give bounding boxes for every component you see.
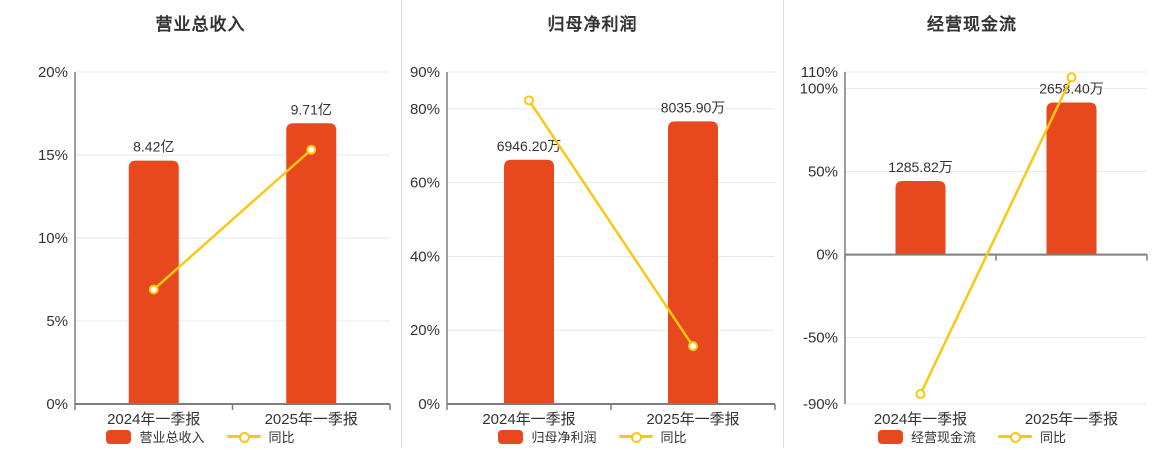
y-tick-label: -50%: [803, 330, 838, 347]
bar-value-label: 9.71亿: [291, 101, 332, 117]
chart-title-net-profit: 归母净利润: [547, 15, 638, 34]
y-tick-label: 20%: [38, 64, 68, 81]
yoy-point: [524, 95, 534, 106]
chart-legend-revenue: 营业总收入 同比: [0, 427, 401, 446]
y-tick-label: 40%: [410, 248, 440, 265]
bar-value-label: 8035.90万: [661, 99, 726, 115]
legend-item-bar[interactable]: 经营现金流: [877, 427, 976, 446]
chart-legend-cash-flow: 经营现金流 同比: [784, 427, 1160, 446]
y-tick-label: 10%: [38, 230, 68, 247]
yoy-line: [152, 148, 313, 291]
chart-panel-revenue: 营业总收入 0% 5% 10% 15% 20% 8.42亿 9.71亿 2024年一季报 202…: [0, 0, 401, 450]
x-category-label: 2024年一季报: [482, 411, 575, 428]
y-tick-label: 0%: [418, 396, 440, 413]
y-tick-label: -90%: [803, 396, 838, 413]
yoy-point: [915, 389, 926, 400]
legend-yoy-label: 同比: [1040, 430, 1067, 445]
y-tick-label: 50%: [808, 164, 838, 181]
x-category-label: 2025年一季报: [646, 411, 739, 428]
yoy-line: [527, 99, 695, 347]
yoy-point: [306, 144, 317, 155]
legend-yoy-label: 同比: [660, 430, 687, 445]
y-tick-label: 90%: [410, 64, 440, 81]
y-tick-label: 15%: [38, 147, 68, 164]
yoy-point: [1066, 72, 1077, 83]
y-tick-label: 20%: [410, 322, 440, 339]
chart-panel-cash-flow: 经营现金流 -90% -50% 0% 50% 100% 110% 1285.82万 2658.…: [784, 0, 1160, 450]
yoy-line: [919, 76, 1073, 395]
y-tick-label: 60%: [410, 175, 440, 192]
bar-value-label: 6946.20万: [497, 138, 562, 154]
bar-value-label: 1285.82万: [888, 159, 953, 175]
bar-2025年一季报: [286, 123, 337, 404]
y-tick-label: 110%: [801, 64, 838, 81]
bar-swatch-icon: [498, 429, 524, 444]
legend-item-bar[interactable]: 归母净利润: [498, 427, 597, 446]
y-tick-label: 80%: [410, 101, 440, 118]
chart-panel-net-profit: 归母净利润 0% 20% 40% 60% 80% 90% 6946.20万 8035.90万 2…: [402, 0, 783, 450]
yoy-line-marker-icon: [998, 430, 1032, 444]
yoy-point: [688, 341, 698, 352]
bar-swatch-icon: [877, 429, 903, 444]
panel-divider: [401, 0, 402, 448]
legend-bar-label: 经营现金流: [910, 430, 976, 445]
legend-bar-label: 营业总收入: [139, 430, 205, 445]
bar-value-label: 2658.40万: [1039, 81, 1104, 97]
legend-bar-label: 归母净利润: [531, 430, 597, 445]
x-category-label: 2024年一季报: [107, 411, 200, 428]
net-profit-chart-plot: 0% 20% 40% 60% 80% 90% 6946.20万 8035.90万 2024年一季…: [410, 64, 776, 428]
bar-2025年一季报: [1046, 102, 1097, 255]
bar-2024年一季报: [504, 159, 554, 404]
legend-item-yoy[interactable]: 同比: [226, 427, 295, 446]
chart-title-revenue: 营业总收入: [155, 15, 246, 34]
legend-item-yoy[interactable]: 同比: [998, 427, 1066, 446]
legend-yoy-label: 同比: [268, 430, 295, 445]
x-category-label: 2024年一季报: [874, 411, 967, 428]
revenue-chart-plot: 0% 5% 10% 15% 20% 8.42亿 9.71亿 2024年一季报 2025年一季报: [38, 64, 391, 428]
cash-flow-chart-plot: -90% -50% 0% 50% 100%110% 1285.82万 2658.40万 202…: [800, 64, 1148, 428]
legend-item-bar[interactable]: 营业总收入: [106, 427, 205, 446]
bar-value-label: 8.42亿: [133, 139, 174, 155]
yoy-line-marker-icon: [226, 430, 261, 444]
y-tick-label: 5%: [46, 313, 68, 330]
x-category-label: 2025年一季报: [265, 411, 358, 428]
y-tick-label: 0%: [46, 396, 68, 413]
bar-2025年一季报: [668, 121, 718, 404]
yoy-point: [148, 284, 159, 295]
chart-legend-net-profit: 归母净利润 同比: [402, 427, 783, 446]
y-tick-label: 100%: [800, 81, 838, 98]
bar-2024年一季报: [128, 160, 179, 404]
y-tick-label: 0%: [816, 247, 838, 264]
x-category-label: 2025年一季报: [1025, 411, 1118, 428]
bar-swatch-icon: [106, 429, 132, 444]
legend-item-yoy[interactable]: 同比: [618, 427, 687, 446]
bar-2024年一季报: [895, 181, 946, 255]
yoy-line-marker-icon: [618, 430, 653, 444]
panel-divider: [783, 0, 784, 448]
chart-title-cash-flow: 经营现金流: [927, 15, 1017, 34]
